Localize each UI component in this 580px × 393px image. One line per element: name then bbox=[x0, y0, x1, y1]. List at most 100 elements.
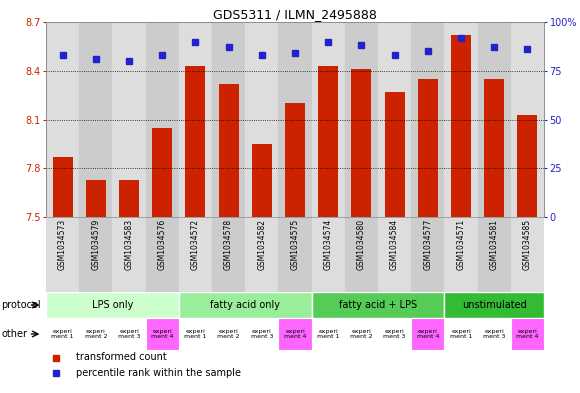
Bar bbox=[385, 92, 405, 217]
Text: fatty acid + LPS: fatty acid + LPS bbox=[339, 300, 417, 310]
Bar bbox=[311, 292, 444, 318]
Bar bbox=[378, 217, 411, 292]
Bar bbox=[285, 103, 305, 217]
Bar bbox=[113, 22, 146, 217]
Bar bbox=[86, 180, 106, 217]
Bar bbox=[278, 22, 311, 217]
Bar bbox=[146, 22, 179, 217]
Bar bbox=[146, 318, 179, 350]
Bar bbox=[79, 22, 113, 217]
Text: experi
ment 3: experi ment 3 bbox=[118, 329, 140, 340]
Bar bbox=[477, 217, 511, 292]
Bar bbox=[179, 318, 212, 350]
Title: GDS5311 / ILMN_2495888: GDS5311 / ILMN_2495888 bbox=[213, 8, 377, 21]
Bar bbox=[53, 157, 72, 217]
Text: transformed count: transformed count bbox=[76, 353, 166, 362]
Text: GSM1034581: GSM1034581 bbox=[490, 219, 499, 270]
Text: experi
ment 4: experi ment 4 bbox=[151, 329, 173, 340]
Bar bbox=[46, 292, 179, 318]
Bar bbox=[411, 217, 444, 292]
Text: LPS only: LPS only bbox=[92, 300, 133, 310]
Bar bbox=[318, 66, 338, 217]
Text: experi
ment 2: experi ment 2 bbox=[350, 329, 373, 340]
Text: GSM1034580: GSM1034580 bbox=[357, 219, 366, 270]
Bar bbox=[511, 318, 544, 350]
Bar bbox=[186, 66, 205, 217]
Text: GSM1034582: GSM1034582 bbox=[258, 219, 266, 270]
Bar bbox=[345, 217, 378, 292]
Bar bbox=[484, 79, 504, 217]
Bar bbox=[212, 22, 245, 217]
Bar bbox=[511, 22, 544, 217]
Text: other: other bbox=[1, 329, 27, 339]
Text: GSM1034585: GSM1034585 bbox=[523, 219, 532, 270]
Bar bbox=[212, 318, 245, 350]
Text: GSM1034575: GSM1034575 bbox=[291, 219, 299, 270]
Bar bbox=[378, 22, 411, 217]
Bar bbox=[444, 22, 477, 217]
Bar bbox=[252, 144, 272, 217]
Bar bbox=[311, 217, 345, 292]
Bar bbox=[378, 318, 411, 350]
Bar bbox=[451, 35, 471, 217]
Text: experi
ment 4: experi ment 4 bbox=[416, 329, 439, 340]
Text: experi
ment 1: experi ment 1 bbox=[184, 329, 206, 340]
Text: protocol: protocol bbox=[1, 300, 41, 310]
Bar bbox=[477, 22, 511, 217]
Text: GSM1034574: GSM1034574 bbox=[324, 219, 333, 270]
Text: GSM1034583: GSM1034583 bbox=[125, 219, 133, 270]
Text: GSM1034579: GSM1034579 bbox=[91, 219, 100, 270]
Text: GSM1034572: GSM1034572 bbox=[191, 219, 200, 270]
Bar bbox=[113, 217, 146, 292]
Bar bbox=[345, 22, 378, 217]
Bar bbox=[245, 318, 278, 350]
Text: GSM1034576: GSM1034576 bbox=[158, 219, 166, 270]
Bar bbox=[212, 217, 245, 292]
Bar bbox=[411, 22, 444, 217]
Bar bbox=[79, 318, 113, 350]
Bar bbox=[477, 318, 511, 350]
Bar bbox=[119, 180, 139, 217]
Bar bbox=[179, 22, 212, 217]
Bar bbox=[46, 318, 79, 350]
Bar bbox=[444, 318, 477, 350]
Text: experi
ment 1: experi ment 1 bbox=[317, 329, 339, 340]
Bar bbox=[113, 318, 146, 350]
Text: GSM1034573: GSM1034573 bbox=[58, 219, 67, 270]
Text: percentile rank within the sample: percentile rank within the sample bbox=[76, 367, 241, 378]
Bar bbox=[278, 217, 311, 292]
Text: GSM1034571: GSM1034571 bbox=[456, 219, 466, 270]
Text: experi
ment 4: experi ment 4 bbox=[516, 329, 539, 340]
Bar bbox=[511, 217, 544, 292]
Bar bbox=[179, 217, 212, 292]
Text: experi
ment 2: experi ment 2 bbox=[218, 329, 240, 340]
Text: GSM1034577: GSM1034577 bbox=[423, 219, 432, 270]
Bar bbox=[345, 318, 378, 350]
Bar bbox=[152, 128, 172, 217]
Text: experi
ment 4: experi ment 4 bbox=[284, 329, 306, 340]
Bar bbox=[79, 217, 113, 292]
Bar bbox=[311, 22, 345, 217]
Bar bbox=[411, 318, 444, 350]
Bar bbox=[278, 318, 311, 350]
Text: experi
ment 1: experi ment 1 bbox=[450, 329, 472, 340]
Text: GSM1034578: GSM1034578 bbox=[224, 219, 233, 270]
Text: experi
ment 2: experi ment 2 bbox=[85, 329, 107, 340]
Text: experi
ment 3: experi ment 3 bbox=[251, 329, 273, 340]
Bar bbox=[351, 69, 371, 217]
Bar bbox=[444, 217, 477, 292]
Bar bbox=[219, 84, 238, 217]
Text: GSM1034584: GSM1034584 bbox=[390, 219, 399, 270]
Bar bbox=[245, 22, 278, 217]
Text: fatty acid only: fatty acid only bbox=[210, 300, 280, 310]
Bar bbox=[418, 79, 438, 217]
Text: experi
ment 1: experi ment 1 bbox=[52, 329, 74, 340]
Bar bbox=[245, 217, 278, 292]
Bar bbox=[179, 292, 311, 318]
Bar bbox=[46, 217, 79, 292]
Bar bbox=[517, 115, 537, 217]
Bar bbox=[311, 318, 345, 350]
Bar bbox=[444, 292, 544, 318]
Text: experi
ment 3: experi ment 3 bbox=[383, 329, 406, 340]
Bar bbox=[46, 22, 79, 217]
